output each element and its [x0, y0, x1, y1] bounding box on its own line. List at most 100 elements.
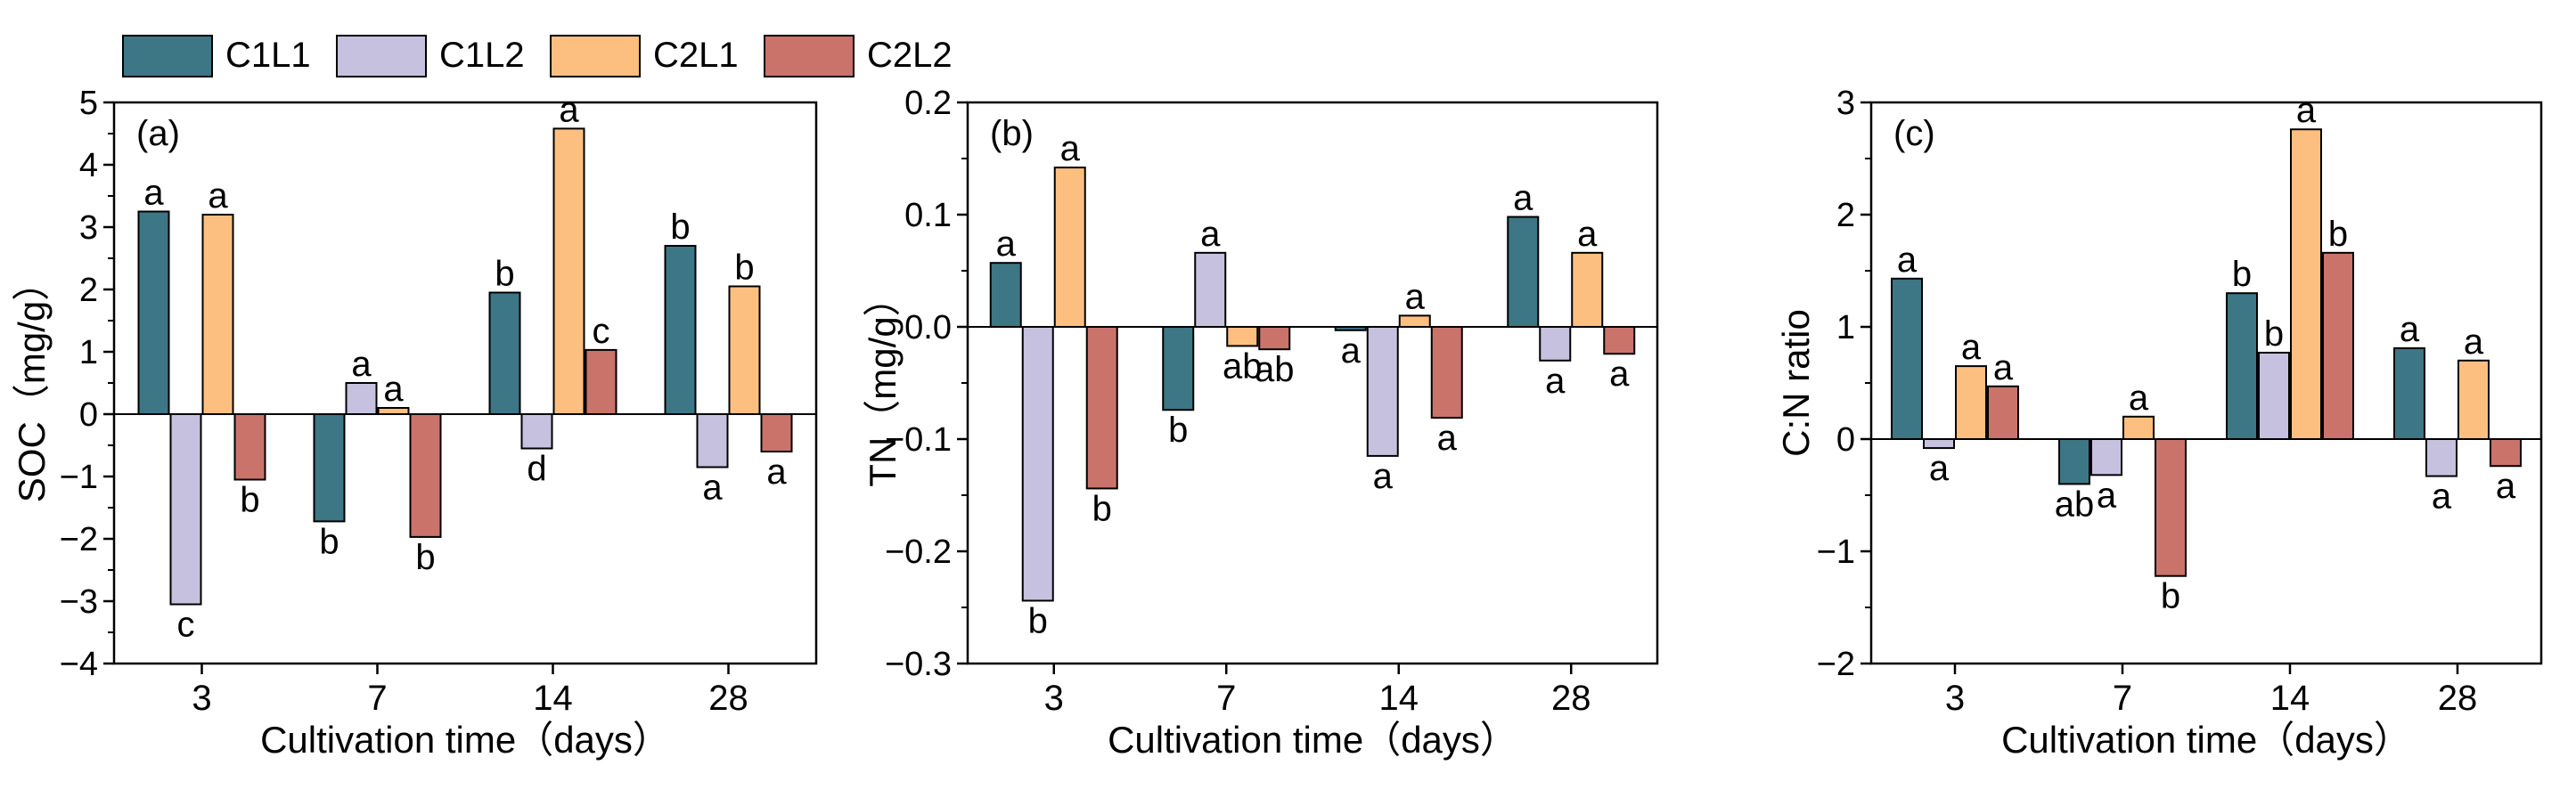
y-tick-label: −3	[60, 583, 98, 621]
x-tick-label: 3	[1945, 679, 1965, 718]
y-tick-label: 0.0	[904, 309, 952, 346]
bar-c2l1-28	[1571, 251, 1604, 328]
bar-c1l1-3	[137, 210, 170, 415]
x-tick-label: 28	[1551, 679, 1591, 718]
y-tick-label: 5	[79, 85, 98, 122]
bar-c2l2-14	[2322, 251, 2354, 440]
bar-c1l1-14	[1334, 326, 1367, 331]
bar-c2l1-3	[201, 214, 234, 415]
significance-label: a	[383, 370, 404, 409]
y-tick-label: 0	[79, 396, 98, 434]
significance-label: b	[1028, 601, 1048, 640]
significance-label: a	[1373, 457, 1394, 496]
legend-swatch-c2l1	[550, 35, 641, 77]
significance-label: b	[1092, 489, 1112, 528]
bar-c1l1-14	[488, 291, 521, 415]
significance-label: b	[734, 248, 754, 288]
significance-label: b	[1168, 411, 1188, 450]
y-tick-label: −2	[60, 521, 98, 558]
bar-c1l2-3	[1021, 326, 1054, 602]
y-tick-label: 2	[1836, 197, 1855, 234]
significance-label: b	[670, 208, 690, 247]
significance-label: b	[2264, 314, 2284, 354]
bar-c1l1-7	[313, 413, 346, 523]
y-tick-label: −1	[1817, 533, 1855, 571]
legend-label-c2l2: C2L2	[867, 36, 953, 75]
bar-c2l1-7	[377, 407, 410, 415]
x-axis-title: Cultivation time（days）	[260, 719, 670, 761]
significance-label: a	[143, 174, 164, 213]
significance-label: a	[1437, 419, 1458, 458]
y-tick-label: 3	[1836, 85, 1855, 122]
y-tick-label: 3	[79, 209, 98, 247]
significance-label: b	[415, 538, 435, 577]
significance-label: a	[702, 468, 723, 508]
legend-swatch-c2l2	[764, 35, 855, 77]
y-tick-label: −4	[60, 646, 98, 683]
bar-c2l1-14	[2290, 128, 2322, 441]
x-tick-label: 28	[708, 679, 748, 718]
panel-label: (c)	[1893, 114, 1935, 153]
y-axis-title: C:N ratio	[1775, 309, 1817, 457]
legend-swatch-c1l1	[122, 35, 213, 77]
significance-label: a	[1609, 354, 1630, 394]
y-tick-label: −0.3	[885, 646, 952, 683]
significance-label: a	[2496, 467, 2516, 506]
bar-c2l2-14	[585, 348, 617, 415]
significance-label: ab	[1255, 350, 1295, 389]
y-tick-label: −2	[1817, 646, 1855, 683]
significance-label: a	[2464, 322, 2484, 362]
legend-label-c1l2: C1L2	[439, 36, 525, 75]
significance-label: d	[527, 450, 546, 489]
y-tick-label: 2	[79, 272, 98, 309]
x-tick-label: 3	[192, 679, 211, 718]
bar-c1l2-14	[2258, 351, 2290, 441]
x-tick-label: 3	[1044, 679, 1064, 718]
y-tick-label: 1	[79, 334, 98, 371]
bar-c2l1-14	[1398, 314, 1431, 328]
bar-c2l1-28	[2457, 359, 2490, 440]
significance-label: a	[1929, 449, 1950, 488]
x-tick-label: 14	[533, 679, 573, 718]
x-tick-label: 7	[1216, 679, 1236, 718]
significance-label: b	[240, 481, 259, 520]
significance-label: b	[2232, 255, 2252, 294]
bar-c1l1-28	[664, 245, 697, 415]
significance-label: ab	[2055, 485, 2095, 524]
bar-c2l1-14	[552, 127, 585, 415]
bar-c1l2-14	[1366, 326, 1399, 457]
x-tick-label: 7	[367, 679, 387, 718]
y-tick-label: 4	[79, 147, 98, 184]
bar-c2l1-28	[728, 285, 761, 415]
significance-label: b	[319, 522, 339, 561]
bar-c1l2-7	[2090, 438, 2122, 476]
bar-c2l2-28	[2490, 438, 2522, 468]
x-tick-label: 28	[2438, 679, 2478, 718]
significance-label: a	[2296, 91, 2317, 130]
significance-label: a	[1060, 129, 1081, 168]
bar-c1l1-28	[1507, 216, 1540, 329]
bar-c2l2-3	[233, 413, 266, 481]
bar-c1l2-3	[1923, 438, 1955, 450]
x-axis-title: Cultivation time（days）	[1108, 719, 1517, 761]
x-tick-label: 14	[1379, 679, 1419, 718]
bar-c2l2-28	[1603, 326, 1636, 355]
y-tick-label: −1	[60, 459, 98, 496]
y-tick-label: 0.2	[904, 85, 952, 122]
significance-label: b	[495, 255, 514, 294]
significance-label: c	[177, 606, 195, 645]
bar-c1l2-28	[2425, 438, 2457, 477]
bar-c1l2-7	[1194, 251, 1227, 328]
x-tick-label: 7	[2113, 679, 2132, 718]
y-tick-label: −0.2	[885, 533, 952, 571]
y-axis-title: SOC（mg/g）	[11, 264, 53, 502]
y-tick-label: 0	[1836, 421, 1855, 459]
significance-label: a	[2129, 379, 2149, 418]
significance-label: a	[208, 176, 228, 216]
significance-label: b	[2161, 577, 2180, 616]
significance-label: a	[351, 345, 372, 384]
significance-label: a	[1405, 277, 1426, 316]
legend-label-c2l1: C2L1	[653, 36, 739, 75]
significance-label: a	[1341, 331, 1362, 371]
